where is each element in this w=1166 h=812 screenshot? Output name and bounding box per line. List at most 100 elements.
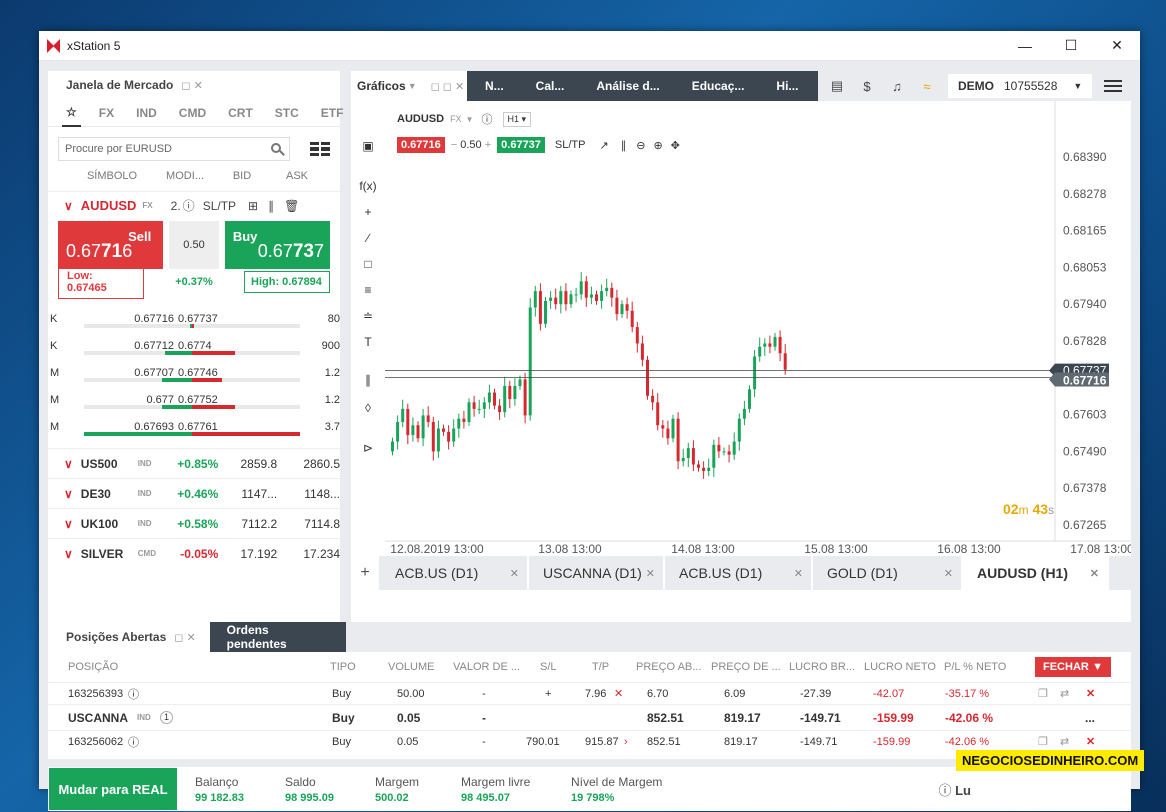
zoom-in-icon[interactable]: ⊕ <box>653 139 663 152</box>
position-info-icon[interactable]: ⓘ <box>128 688 139 701</box>
positions-col-header[interactable]: PREÇO DE ... <box>711 661 781 673</box>
undock-charts-icon[interactable]: ◻ ◻ ✕ <box>430 80 465 93</box>
tab-open-positions[interactable]: Posições Abertas ◻ ✕ <box>48 622 210 652</box>
zoom-out-icon[interactable]: ⊖ <box>636 139 646 152</box>
layout-icon[interactable]: ▤ <box>830 78 844 93</box>
price-chart[interactable]: 0.68390 0.68278 0.68165 0.68053 0.67940 0.678… <box>385 101 1131 556</box>
trash-icon[interactable]: 🗑 <box>284 198 300 213</box>
text-tool-icon[interactable]: T <box>364 335 372 349</box>
tab-fx[interactable]: FX <box>98 105 115 120</box>
col-modifier[interactable]: MODI... <box>166 170 204 182</box>
chart-candles-icon[interactable]: ∥ <box>620 139 627 152</box>
search-icon[interactable] <box>271 143 281 153</box>
deposit-icon[interactable]: $ <box>863 78 871 94</box>
close-tab-icon[interactable]: ✕ <box>509 567 519 580</box>
add-icon[interactable]: ⊞ <box>248 198 259 213</box>
chart-sltp[interactable]: SL/TP <box>554 139 586 151</box>
expanded-instrument-header[interactable]: ∨ AUDUSD FX 2. ⓘ SL/TP ⊞ ∥ 🗑 <box>48 191 340 219</box>
positions-col-header[interactable]: T/P <box>592 661 610 673</box>
col-symbol[interactable]: SÍMBOLO <box>86 170 138 182</box>
instrument-row[interactable]: ∨ SILVER CMD -0.05% 17.192 17.234 <box>48 538 340 568</box>
chart-info-icon[interactable]: ⓘ <box>481 114 493 126</box>
account-selector[interactable]: DEMO 10755528 ▼ <box>948 74 1093 98</box>
candle-icon[interactable]: ∥ <box>268 198 275 213</box>
maximize-button[interactable]: ☐ <box>1064 37 1078 53</box>
move-icon[interactable]: ✥ <box>670 139 680 152</box>
instrument-row[interactable]: ∨ UK100 IND +0.58% 7112.2 7114.8 <box>48 508 340 538</box>
grid-view-icon[interactable] <box>310 142 330 156</box>
close-tab-icon[interactable]: ✕ <box>793 567 803 580</box>
layers-icon[interactable]: ◊ <box>365 401 371 415</box>
positions-col-header[interactable]: VOLUME <box>388 661 435 673</box>
positions-col-header[interactable]: PREÇO AB... <box>636 661 702 673</box>
favorites-star-icon[interactable]: ☆ <box>62 99 81 127</box>
search-input[interactable]: Procure por EURUSD <box>58 137 290 161</box>
bell-icon[interactable]: ♫ <box>892 78 902 94</box>
info-icon[interactable]: ⓘ <box>182 199 195 213</box>
close-tab-icon[interactable]: ✕ <box>943 567 953 580</box>
account-dropdown-icon[interactable]: ▼ <box>1073 81 1083 91</box>
chart-tab[interactable]: AUDUSD (H1) ✕ <box>963 556 1109 590</box>
rectangle-tool-icon[interactable]: □ <box>364 257 372 271</box>
pitchfork-icon[interactable]: ≐ <box>362 309 374 323</box>
close-tab-icon[interactable]: ✕ <box>1089 567 1099 580</box>
tab-etf[interactable]: ETF <box>320 105 344 120</box>
close-all-button[interactable]: FECHAR ▼ <box>1035 657 1111 677</box>
positions-col-header[interactable]: VALOR DE ... <box>453 661 521 673</box>
reverse-icon[interactable]: ⇄ <box>1060 736 1070 748</box>
chevron-down-icon[interactable]: ∨ <box>64 546 73 561</box>
position-sl[interactable]: 790.01 <box>526 735 560 748</box>
indicators-icon[interactable]: f(x) <box>359 179 377 193</box>
nav-news[interactable]: N... <box>485 79 504 93</box>
positions-col-header[interactable]: POSIÇÃO <box>68 661 119 673</box>
add-chart-button[interactable]: + <box>351 556 379 590</box>
positions-col-header[interactable]: P/L % NETO <box>944 661 1007 673</box>
tab-ind[interactable]: IND <box>136 105 157 120</box>
position-tp[interactable]: 915.87 <box>585 735 619 748</box>
duplicate-icon[interactable]: ❐ <box>1038 688 1048 700</box>
charts-tab[interactable]: Gráficos ▼ ◻ ◻ ✕ <box>351 71 467 101</box>
chart-tab[interactable]: ACB.US (D1) ✕ <box>381 556 529 590</box>
symbol-dropdown-icon[interactable]: ▼ <box>465 114 474 124</box>
chevron-down-icon[interactable]: ∨ <box>64 198 73 213</box>
chart-buy-button[interactable]: 0.67737 <box>497 137 545 153</box>
col-ask[interactable]: ASK <box>285 170 308 182</box>
duplicate-icon[interactable]: ❐ <box>1038 736 1048 748</box>
nav-analysis[interactable]: Análise d... <box>596 79 660 93</box>
positions-col-header[interactable]: LUCRO NETO <box>864 661 936 673</box>
undock-icon[interactable]: ◻ ✕ <box>181 79 203 92</box>
chart-tab[interactable]: USCANNA (D1) ✕ <box>529 556 665 590</box>
tab-crt[interactable]: CRT <box>228 105 253 120</box>
chart-tab[interactable]: GOLD (D1) ✕ <box>813 556 963 590</box>
position-info-icon[interactable]: ⓘ <box>128 736 139 749</box>
more-options-icon[interactable]: ... <box>1085 710 1096 725</box>
chevron-down-icon[interactable]: ∨ <box>64 516 73 531</box>
market-window-tab[interactable]: Janela de Mercado ◻ ✕ <box>48 71 340 99</box>
chart-line-icon[interactable]: ↗ <box>599 139 609 152</box>
close-window-button[interactable]: ✕ <box>1111 37 1123 53</box>
positions-col-header[interactable]: TIPO <box>330 661 356 673</box>
position-tp[interactable]: 7.96 <box>585 687 607 700</box>
tab-cmd[interactable]: CMD <box>178 105 207 120</box>
sell-button[interactable]: Sell 0.67716 <box>58 221 164 269</box>
instrument-row[interactable]: ∨ US500 IND +0.85% 2859.8 2860.5 <box>48 448 340 478</box>
chart-area[interactable]: ▣ f(x) + ∕ □ ≡ ≐ T ∥ ◊ ⊳ 0.68390 0.68278 0… <box>351 101 1131 556</box>
remove-tp-icon[interactable]: ✕ <box>614 688 624 700</box>
tab-stc[interactable]: STC <box>274 105 299 120</box>
close-position-icon[interactable]: ✕ <box>1086 688 1096 700</box>
nav-education[interactable]: Educaç... <box>691 79 745 93</box>
position-row[interactable]: 163256393 ⓘ Buy 50.00 - +7.96 6.70 6.09 -27.39 -4… <box>48 682 1131 704</box>
line-tool-icon[interactable]: ∕ <box>366 231 369 245</box>
positions-col-header[interactable]: S/L <box>540 661 557 673</box>
buy-button[interactable]: Buy 0.67737 <box>224 221 330 269</box>
positions-col-header[interactable]: LUCRO BR... <box>789 661 856 673</box>
minimize-button[interactable]: — <box>1018 37 1032 54</box>
close-tab-icon[interactable]: ✕ <box>645 567 655 580</box>
tab-pending-orders[interactable]: Ordens pendentes <box>209 622 346 652</box>
rectangle-select-icon[interactable]: ▣ <box>362 139 374 153</box>
positions-undock-icon[interactable]: ◻ ✕ <box>174 631 196 644</box>
chart-sell-button[interactable]: 0.67716 <box>397 137 445 153</box>
footer-info-icon[interactable]: ⓘ <box>938 782 952 798</box>
dropdown-icon[interactable]: ▼ <box>407 81 417 91</box>
chart-type-icon[interactable]: ∥ <box>365 373 371 387</box>
